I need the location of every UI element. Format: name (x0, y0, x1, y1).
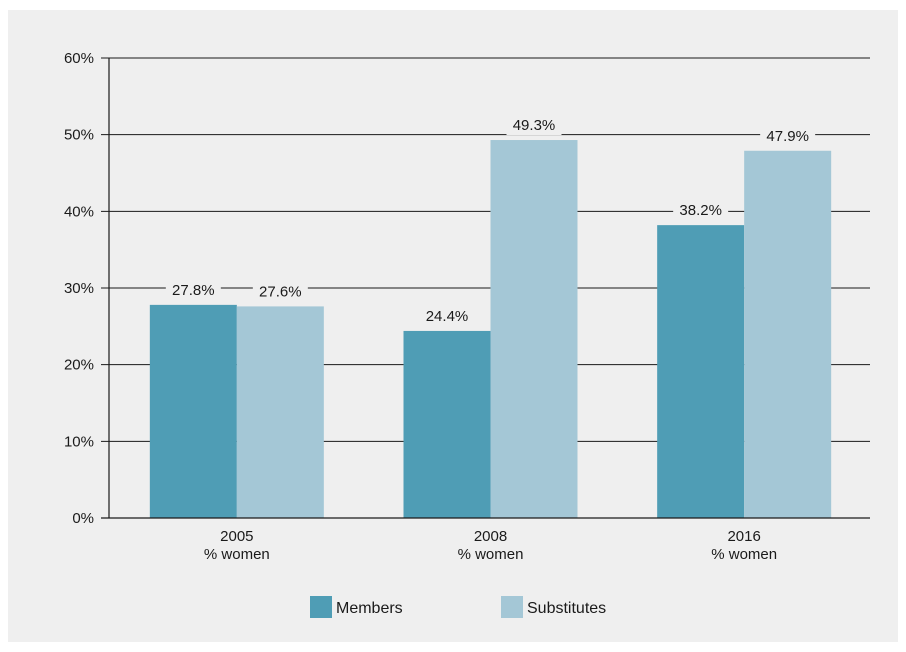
x-category-label: 2008% women (458, 528, 524, 563)
data-label-background (165, 277, 221, 300)
x-axis: 2005% women 2008% women 2016% women (101, 517, 870, 563)
bar-members (149, 304, 237, 518)
y-tick-label: 10% (64, 433, 94, 450)
data-label: 27.8% (172, 282, 215, 299)
data-label: 27.6% (259, 283, 302, 300)
legend: Members Substitutes (310, 596, 606, 618)
legend-label-substitutes: Substitutes (527, 600, 606, 617)
data-labels: 27.8% 27.6% 24.4% 49.3% 38.2% 47.9% (165, 113, 816, 326)
data-label-background (252, 279, 308, 302)
y-tick-label: 60% (64, 50, 94, 67)
data-label: 38.2% (679, 202, 722, 219)
bar-members (657, 225, 745, 518)
data-label: 49.3% (513, 117, 556, 134)
y-tick-label: 20% (64, 357, 94, 374)
x-category-label: 2005% women (204, 528, 270, 563)
bar-members (403, 330, 491, 518)
data-label: 24.4% (426, 308, 469, 325)
bars (149, 140, 832, 519)
y-axis: 0% 10% 20% 30% 40% 50% 60% (64, 50, 110, 527)
bar-substitutes (236, 306, 324, 518)
data-label-background (419, 303, 475, 326)
bar-substitutes (490, 140, 578, 519)
x-category-label: 2016% women (711, 528, 777, 563)
data-label-background (760, 123, 816, 146)
legend-label-members: Members (336, 600, 403, 617)
data-label: 47.9% (766, 128, 809, 145)
y-tick-label: 40% (64, 203, 94, 220)
data-label-background (673, 198, 729, 221)
y-tick-label: 50% (64, 127, 94, 144)
legend-swatch-members (310, 596, 332, 618)
data-label-background (506, 113, 562, 136)
y-tick-label: 30% (64, 280, 94, 297)
bar-substitutes (744, 150, 832, 518)
legend-swatch-substitutes (501, 596, 523, 618)
y-tick-label: 0% (72, 510, 94, 527)
